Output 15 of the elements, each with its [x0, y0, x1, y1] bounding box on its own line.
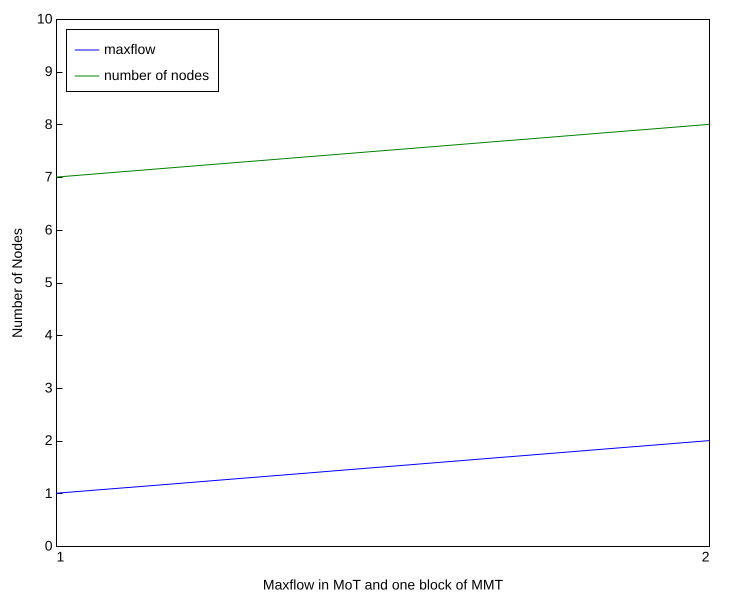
legend-label: number of nodes	[104, 67, 210, 83]
y-tick-label: 7	[44, 168, 53, 185]
y-tick-label: 9	[44, 63, 53, 80]
y-tick-label: 1	[44, 484, 53, 501]
y-tick-label: 8	[44, 116, 53, 132]
legend-label: maxflow	[104, 41, 156, 57]
y-tick-label: 0	[44, 538, 53, 554]
y-tick-label: 3	[44, 379, 53, 396]
y-tick-label: 2	[44, 432, 53, 448]
y-tick-label: 5	[44, 274, 53, 290]
y-tick-label: 10	[36, 10, 53, 26]
y-tick-label: 6	[44, 221, 53, 238]
y-axis-title: Number of Nodes	[8, 228, 25, 338]
x-axis-title: Maxflow in MoT and one block of MMT	[262, 576, 504, 592]
y-tick-label: 4	[44, 326, 53, 343]
